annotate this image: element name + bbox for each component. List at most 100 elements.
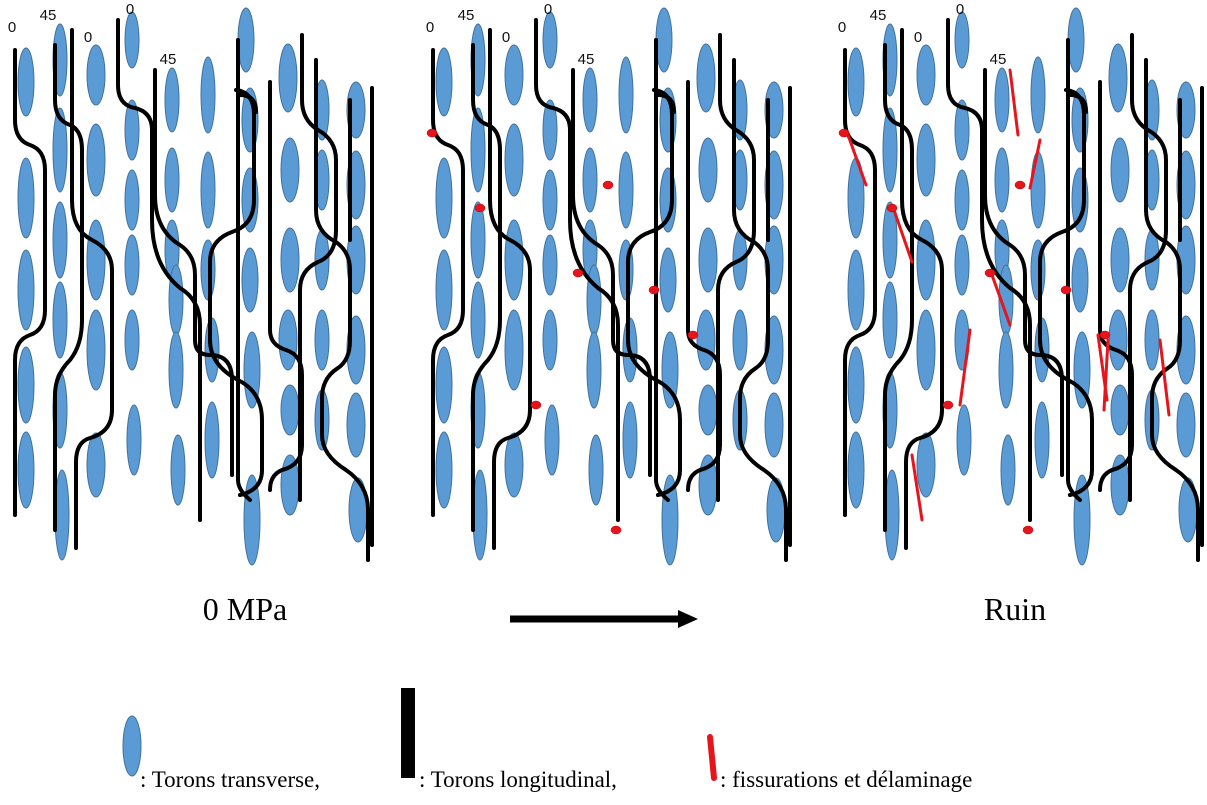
transverse-tow	[435, 431, 453, 509]
transverse-tow	[170, 434, 186, 506]
crack-segment	[846, 133, 868, 187]
transverse-tow	[956, 404, 972, 476]
transverse-tow	[17, 346, 35, 424]
transverse-tow	[504, 309, 524, 391]
transverse-tow	[954, 234, 970, 296]
transverse-tow	[655, 7, 673, 73]
transverse-tow	[1110, 227, 1130, 293]
ply-orientation-label: 0	[502, 29, 510, 46]
transverse-tow	[435, 47, 453, 117]
transverse-tow	[586, 264, 602, 336]
longitudinal-tow	[1068, 93, 1088, 114]
transverse-tow	[916, 219, 936, 301]
transverse-tow	[124, 169, 140, 231]
transverse-tow	[582, 67, 598, 133]
caption-ruin: Ruin	[984, 591, 1046, 627]
transverse-tow	[200, 151, 216, 229]
transverse-tow	[86, 44, 106, 106]
transverse-tow	[847, 346, 865, 424]
transverse-tow	[52, 281, 68, 359]
crack-segment	[1102, 338, 1110, 412]
transverse-tow	[17, 249, 35, 331]
transverse-tow	[124, 234, 140, 296]
longitudinal-tow	[488, 28, 532, 550]
ply-orientation-label: 0	[84, 29, 92, 46]
damage-initiation-dot	[530, 400, 542, 410]
transverse-tow	[435, 346, 453, 424]
transverse-tow	[618, 56, 634, 134]
crack-segment	[990, 273, 1012, 327]
transverse-tow	[52, 107, 68, 193]
legend-transverse-tow-icon	[122, 715, 142, 777]
longitudinal-tow	[208, 88, 264, 497]
damage-initiation-dot	[838, 128, 850, 138]
transverse-tow	[916, 123, 936, 197]
transverse-tow	[882, 107, 898, 193]
transverse-tow	[696, 309, 716, 371]
transverse-tow	[1110, 384, 1130, 436]
transverse-tow	[241, 247, 259, 313]
transverse-tow	[916, 44, 936, 106]
legend-longitudinal-tow-icon	[401, 688, 415, 778]
damage-initiation-dot	[984, 268, 996, 278]
longitudinal-tow	[534, 18, 620, 522]
transverse-tow	[916, 432, 936, 498]
transverse-tow	[204, 401, 220, 479]
damage-initiation-dot	[572, 268, 584, 278]
longitudinal-tow	[626, 88, 682, 497]
longitudinal-tow	[1144, 58, 1200, 562]
transverse-tow	[698, 384, 718, 436]
longitudinal-tow	[732, 58, 788, 562]
transverse-tow	[698, 137, 718, 203]
transverse-tow	[994, 67, 1010, 133]
transverse-tow	[1110, 137, 1130, 203]
transverse-tow	[86, 309, 106, 391]
ply-orientation-label: 45	[40, 7, 57, 24]
transverse-tow	[542, 11, 558, 69]
longitudinal-tow	[716, 33, 756, 502]
ply-orientation-label: 0	[544, 1, 552, 18]
transverse-tow	[126, 404, 142, 476]
transverse-tow	[847, 47, 865, 117]
longitudinal-tow	[236, 38, 252, 502]
longitudinal-tow	[654, 38, 670, 502]
ply-orientation-label: 0	[914, 29, 922, 46]
damage-initiation-dot	[886, 203, 898, 213]
transverse-tow	[280, 384, 300, 436]
longitudinal-tow	[1066, 38, 1082, 502]
transverse-tow	[280, 137, 300, 203]
transverse-tow	[1108, 309, 1128, 371]
transverse-tow	[124, 11, 140, 69]
damage-initiation-dot	[942, 400, 954, 410]
transverse-tow	[732, 309, 748, 371]
transverse-tow	[52, 201, 68, 279]
transverse-tow	[504, 44, 524, 106]
transverse-tow	[1030, 56, 1046, 134]
panel-ruin-state: 0 45 0 0 45	[838, 1, 1204, 566]
longitudinal-tow	[946, 18, 1032, 522]
transverse-tow	[884, 469, 900, 561]
transverse-tow	[124, 309, 140, 371]
damage-initiation-dot	[1099, 330, 1111, 340]
ply-orientation-label: 0	[838, 19, 846, 36]
transverse-tow	[86, 219, 106, 301]
ply-orientation-label: 45	[458, 7, 475, 24]
transverse-tow	[17, 431, 35, 509]
transverse-tow	[586, 331, 602, 409]
longitudinal-tow	[571, 68, 652, 477]
transverse-tow	[470, 107, 486, 193]
transverse-tow	[882, 281, 898, 359]
transverse-tow	[124, 99, 140, 161]
caption-initial-stress: 0 MPa	[203, 591, 287, 627]
transverse-tow	[86, 123, 106, 197]
transverse-tow	[764, 392, 784, 458]
longitudinal-tow	[656, 93, 676, 114]
transverse-tow	[314, 309, 330, 371]
longitudinal-tow	[238, 93, 258, 114]
transverse-tow	[544, 404, 560, 476]
longitudinal-tow	[843, 48, 877, 517]
ply-orientation-label: 45	[990, 51, 1007, 68]
transverse-tow	[998, 331, 1014, 409]
transverse-tow	[916, 309, 936, 391]
